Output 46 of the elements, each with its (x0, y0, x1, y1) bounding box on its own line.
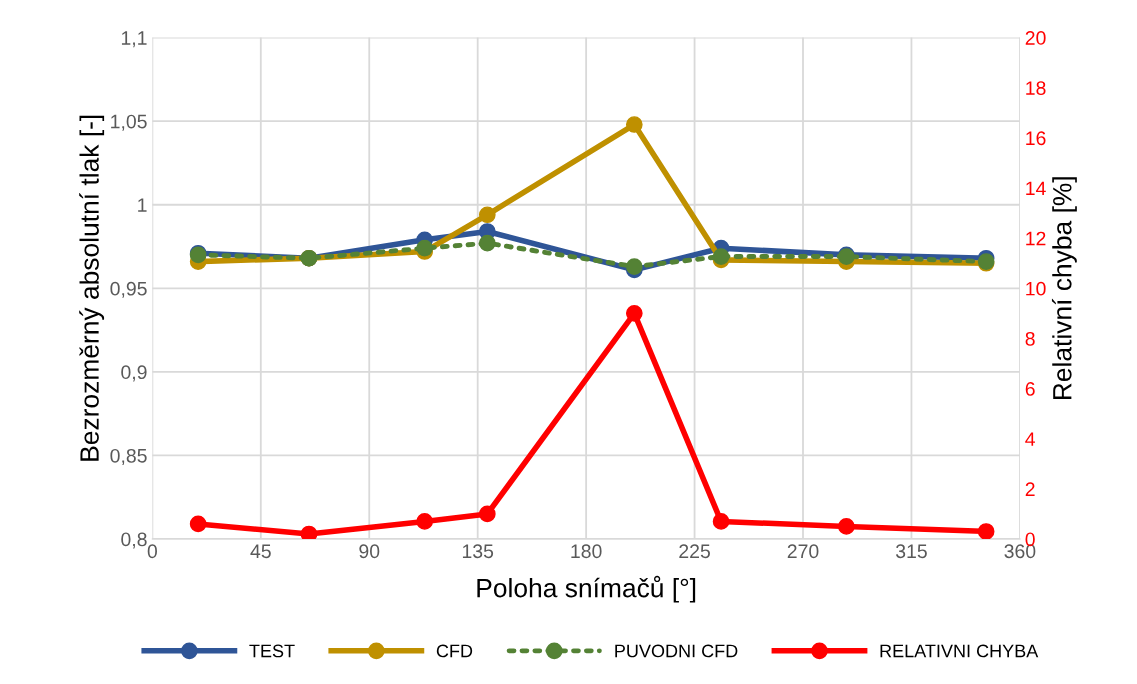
x-tick-label: 180 (571, 544, 602, 559)
x-tick-label: 135 (462, 544, 494, 559)
y2-tick-label: 8 (1025, 331, 1035, 346)
legend-label: CFD (436, 644, 473, 658)
point (625, 305, 643, 322)
y2-tick-label: 4 (1025, 432, 1035, 446)
y2-tick-label: 10 (1026, 281, 1046, 296)
point (712, 248, 730, 265)
point (625, 116, 643, 133)
point (300, 525, 318, 539)
legend-label: TEST (249, 644, 295, 658)
y2-tick-label: 12 (1026, 231, 1046, 246)
legend-label: PUVODNI CFD (615, 644, 738, 658)
y-axis-title: Bezrozměrný absolutní tlak [-] (79, 115, 105, 461)
point (838, 518, 855, 535)
x-tick-label: 225 (679, 544, 710, 559)
x-axis-title: Poloha snímačů [°] (477, 575, 696, 603)
y2-tick-label: 18 (1026, 81, 1046, 95)
y2-tick-label: 16 (1026, 131, 1046, 146)
y-tick-label: 0,9 (121, 365, 147, 382)
y-tick-label: 1,05 (111, 114, 147, 131)
point (712, 513, 730, 530)
y2-tick-label: 6 (1025, 382, 1035, 396)
x-tick-label: 45 (250, 544, 271, 559)
point (625, 258, 643, 275)
point (416, 513, 434, 530)
y2-tick-label: 2 (1025, 482, 1035, 496)
y2-tick-label: 14 (1026, 181, 1046, 196)
point (977, 523, 995, 539)
point (189, 515, 207, 533)
point (478, 505, 496, 523)
y-tick-label: 1 (138, 198, 147, 212)
x-tick-label: 90 (359, 544, 380, 559)
y2-axis-title: Relativní chyba [%] (1051, 177, 1077, 400)
point (478, 206, 496, 224)
x-tick-label: 315 (895, 544, 927, 559)
y2-tick-label: 20 (1025, 31, 1046, 45)
y-tick-label: 0,8 (121, 532, 147, 549)
x-tick-label: 0 (147, 544, 157, 559)
point (478, 234, 496, 252)
legend-label: RELATIVNI CHYBA (880, 644, 1039, 658)
y-tick-label: 0,95 (110, 281, 147, 298)
y-tick-label: 1,1 (121, 31, 147, 48)
x-tick-label: 270 (787, 544, 819, 559)
y-tick-label: 0,85 (110, 448, 147, 465)
point (416, 239, 434, 257)
